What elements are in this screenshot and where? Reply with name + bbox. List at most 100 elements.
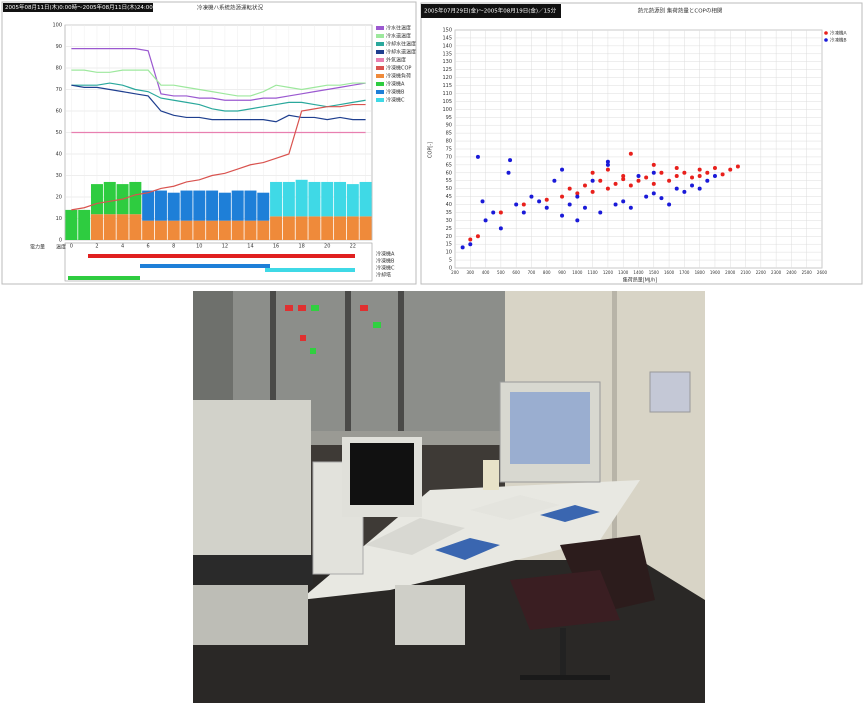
x-tick-label: 700 bbox=[528, 270, 536, 275]
y-tick-label: 145 bbox=[442, 35, 452, 41]
point bbox=[705, 178, 710, 183]
x-tick-label: 2300 bbox=[771, 270, 782, 275]
bar bbox=[103, 214, 116, 240]
point bbox=[480, 199, 485, 204]
point bbox=[468, 242, 473, 247]
lamp bbox=[310, 348, 316, 354]
point bbox=[605, 186, 610, 191]
point bbox=[613, 202, 618, 207]
point bbox=[582, 205, 587, 210]
point bbox=[697, 167, 702, 172]
legend-label: 冷凍機B bbox=[830, 37, 847, 44]
y-tick-label: 90 bbox=[56, 44, 62, 50]
y-tick-label: 5 bbox=[449, 258, 452, 264]
point bbox=[521, 202, 526, 207]
point bbox=[674, 186, 679, 191]
legend-marker bbox=[824, 31, 828, 35]
point bbox=[605, 162, 610, 167]
bar bbox=[295, 216, 308, 240]
point bbox=[613, 181, 618, 186]
point bbox=[508, 158, 513, 163]
y-tick-label: 35 bbox=[446, 210, 452, 216]
point bbox=[659, 170, 664, 175]
legend-label: 冷凍機A bbox=[830, 30, 847, 37]
x-tick-label: 2000 bbox=[725, 270, 736, 275]
bar bbox=[142, 190, 155, 221]
legend-marker bbox=[824, 38, 828, 42]
point bbox=[560, 194, 565, 199]
y-tick-label: 10 bbox=[56, 216, 62, 222]
legend-swatch bbox=[376, 50, 384, 54]
bar bbox=[346, 184, 359, 217]
point bbox=[605, 159, 610, 164]
point bbox=[712, 166, 717, 171]
y-tick-label: 110 bbox=[442, 91, 452, 97]
point bbox=[605, 167, 610, 172]
panel-gap bbox=[270, 291, 276, 431]
bar bbox=[167, 192, 180, 221]
lamp bbox=[285, 305, 293, 311]
bar bbox=[244, 220, 257, 240]
line bbox=[71, 48, 366, 101]
right-title: 熱元熱源別 集荷熱量とCOPの相関 bbox=[638, 7, 723, 15]
keyboard bbox=[365, 518, 465, 555]
x-tick-label: 1400 bbox=[633, 270, 644, 275]
point bbox=[468, 237, 473, 242]
bar bbox=[129, 214, 142, 240]
y-tick-label: 125 bbox=[442, 67, 452, 73]
x-tick-label: 22 bbox=[350, 244, 356, 250]
point bbox=[498, 226, 503, 231]
point bbox=[590, 189, 595, 194]
point bbox=[560, 167, 565, 172]
bar bbox=[218, 192, 231, 221]
status-bar bbox=[68, 276, 140, 280]
line bbox=[71, 69, 366, 97]
point bbox=[628, 205, 633, 210]
bar bbox=[257, 192, 270, 221]
point bbox=[697, 186, 702, 191]
x-tick-label: 2400 bbox=[786, 270, 797, 275]
x-tick-label: 1900 bbox=[710, 270, 721, 275]
legend-label: 冷却水往温度 bbox=[386, 41, 416, 48]
legend-swatch bbox=[376, 34, 384, 38]
point bbox=[705, 170, 710, 175]
bar bbox=[244, 190, 257, 221]
mouse-pad bbox=[540, 505, 600, 522]
point bbox=[567, 202, 572, 207]
x-tick-label: 1500 bbox=[649, 270, 660, 275]
point bbox=[651, 170, 656, 175]
point bbox=[690, 175, 695, 180]
x-tick-label: 4 bbox=[121, 244, 124, 250]
crt-screen bbox=[510, 392, 590, 464]
bar bbox=[167, 220, 180, 240]
point bbox=[667, 202, 672, 207]
y-tick-label: 40 bbox=[446, 202, 452, 208]
right-header-bar bbox=[421, 4, 561, 18]
legend-label: 冷凍機B bbox=[386, 89, 405, 96]
y-tick-label: 80 bbox=[446, 139, 452, 145]
left-header: 2005年08月11日(木)0:00時～2005年08月11日(木)24:00時… bbox=[5, 3, 177, 11]
bar bbox=[193, 190, 206, 221]
point bbox=[590, 178, 595, 183]
y-tick-label: 50 bbox=[56, 130, 62, 136]
point bbox=[735, 164, 740, 169]
bar bbox=[334, 181, 347, 217]
small-screen bbox=[350, 443, 414, 505]
point bbox=[621, 177, 626, 182]
x-tick-label: 200 bbox=[451, 270, 459, 275]
point bbox=[460, 245, 465, 250]
legend-swatch bbox=[376, 66, 384, 70]
y-tick-label: 20 bbox=[446, 234, 452, 240]
y-tick-label: 10 bbox=[446, 250, 452, 256]
point bbox=[644, 175, 649, 180]
bar bbox=[270, 216, 283, 240]
x-tick-label: 1700 bbox=[679, 270, 690, 275]
x-tick-label: 1100 bbox=[588, 270, 599, 275]
point bbox=[521, 210, 526, 215]
point bbox=[628, 151, 633, 156]
y-tick-label: 60 bbox=[446, 170, 452, 176]
point bbox=[475, 234, 480, 239]
chair-base bbox=[520, 675, 610, 680]
point bbox=[728, 167, 733, 172]
